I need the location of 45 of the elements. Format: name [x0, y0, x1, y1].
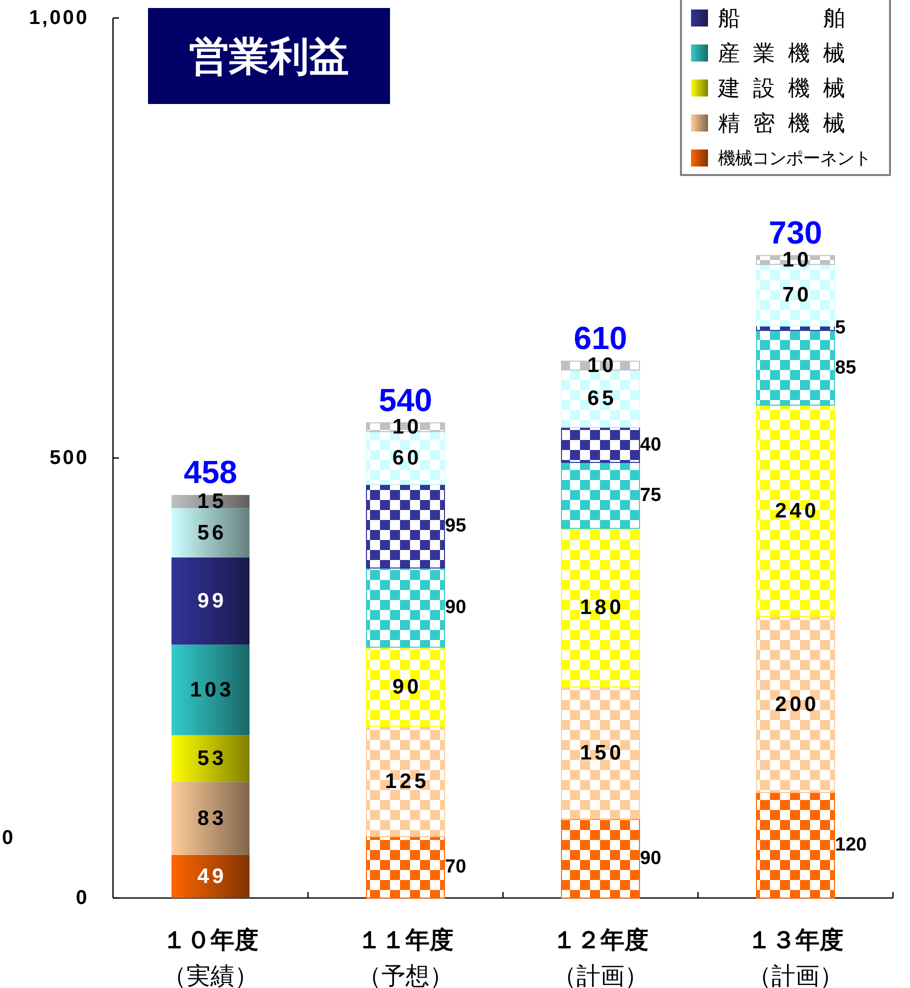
data-label: 83 [197, 806, 224, 830]
data-label: 15 [197, 490, 224, 514]
data-label: 240 [774, 499, 816, 522]
data-label: 90 [640, 848, 662, 869]
x-tick-label: １０年度（実績） [162, 926, 258, 988]
data-label: 65 [587, 387, 614, 410]
legend-label: 船舶 [718, 6, 845, 32]
data-label: 70 [445, 856, 466, 878]
data-label: 99 [197, 590, 224, 612]
data-label: 5 [835, 318, 846, 339]
data-label: 75 [640, 484, 662, 506]
data-label: 60 [392, 446, 419, 470]
data-label: 10 [782, 248, 809, 272]
legend-label: 機械コンポーネント [718, 149, 871, 169]
legend-label: 建設機械 [718, 76, 845, 102]
data-label: 10 [392, 416, 419, 439]
data-label: 95 [445, 516, 466, 537]
data-label: 10 [587, 354, 614, 378]
legend-label: 精密機械 [718, 112, 845, 136]
total-label: 610 [574, 320, 628, 356]
annotation: 0 [2, 827, 14, 849]
data-label: 40 [640, 434, 662, 456]
data-label: 56 [197, 521, 224, 544]
data-label: 125 [384, 770, 426, 793]
total-label: 458 [184, 454, 238, 490]
data-label: 85 [835, 357, 856, 378]
data-label: 200 [774, 692, 816, 716]
data-label: 103 [190, 678, 232, 702]
y-tick-label: 500 [50, 447, 89, 469]
total-label: 540 [378, 382, 432, 418]
y-tick-label: 1,000 [28, 7, 89, 29]
chart-title: 営業利益 [189, 34, 349, 80]
data-label: 150 [580, 741, 622, 764]
x-tick-label: １３年度（計画） [748, 926, 844, 988]
data-label: 120 [835, 834, 867, 856]
total-label: 730 [768, 214, 822, 251]
y-tick-label: 0 [76, 887, 89, 909]
title: 営業利益 [148, 8, 390, 104]
data-label: 49 [197, 864, 224, 888]
data-label: 70 [782, 284, 809, 307]
legend-label: 産業機械 [718, 42, 845, 66]
data-label: 53 [197, 747, 224, 770]
x-tick-label: １２年度（計画） [552, 926, 648, 988]
data-label: 90 [445, 597, 466, 618]
x-tick-label: １１年度（予想） [358, 926, 454, 988]
